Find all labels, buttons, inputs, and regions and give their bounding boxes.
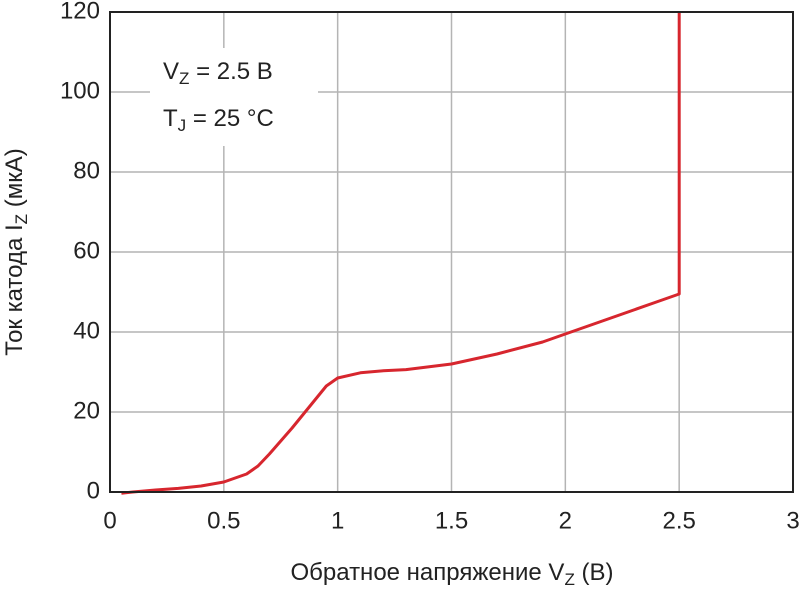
x-tick-label: 1 — [331, 507, 344, 534]
annotation-text: T — [163, 105, 178, 132]
x-tick-label: 2.5 — [662, 507, 695, 534]
x-tick-label: 2 — [559, 507, 572, 534]
annotation-sub: Z — [179, 69, 189, 88]
y-tick-label: 120 — [60, 0, 100, 24]
x-axis-title-sub: Z — [564, 570, 574, 589]
data-line — [121, 12, 681, 495]
x-tick-label: 3 — [786, 507, 799, 534]
y-tick-label: 40 — [73, 317, 100, 344]
annotation-box — [150, 48, 318, 146]
plot-frame — [109, 11, 794, 493]
y-axis-title-text: Ток катода I — [1, 224, 28, 355]
x-tick-label: 0 — [103, 507, 116, 534]
annotation-text: = 25 °C — [186, 105, 274, 132]
annotation-sub: J — [178, 116, 187, 135]
annotation: VZ = 2.5 В — [163, 58, 273, 88]
y-axis-title-text: (мкА) — [1, 148, 28, 214]
x-axis-title-text: (В) — [575, 559, 614, 586]
y-axis-title-sub: Z — [12, 214, 31, 224]
y-tick-label: 20 — [73, 397, 100, 424]
annotation: TJ = 25 °C — [163, 105, 274, 135]
x-axis-title: Обратное напряжение VZ (В) — [290, 559, 613, 589]
y-tick-label: 60 — [73, 237, 100, 264]
y-tick-label: 80 — [73, 157, 100, 184]
x-tick-label: 1.5 — [435, 507, 468, 534]
annotation-text: = 2.5 В — [189, 58, 272, 85]
y-axis-title: Ток катода IZ (мкА) — [1, 148, 31, 355]
x-axis-title-text: Обратное напряжение V — [290, 559, 564, 586]
y-tick-label: 0 — [87, 477, 100, 504]
y-tick-label: 100 — [60, 77, 100, 104]
x-tick-label: 0.5 — [207, 507, 240, 534]
annotation-text: V — [163, 58, 179, 85]
